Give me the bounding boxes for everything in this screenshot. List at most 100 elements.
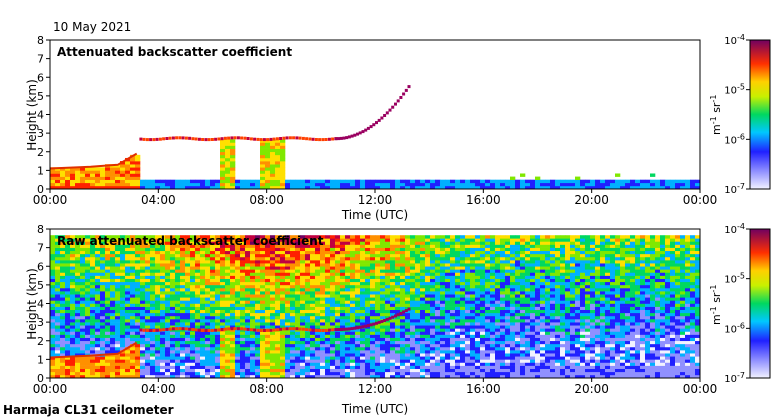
- heatmap-cell: [105, 350, 111, 354]
- heatmap-cell: [490, 303, 496, 307]
- heatmap-cell: [465, 315, 471, 320]
- heatmap-cell: [270, 350, 276, 354]
- heatmap-cell: [80, 297, 86, 301]
- heatmap-cell: [300, 343, 306, 348]
- heatmap-cell: [545, 182, 551, 187]
- heatmap-cell: [465, 256, 471, 261]
- heatmap-cell: [105, 359, 111, 363]
- heatmap-cell: [480, 359, 486, 363]
- heatmap-cell: [320, 238, 326, 242]
- heatmap-cell: [300, 319, 306, 323]
- heatmap-cell: [400, 281, 406, 286]
- heatmap-cell: [155, 315, 161, 320]
- heatmap-cell: [65, 374, 71, 379]
- heatmap-cell: [165, 275, 171, 279]
- heatmap-cell: [160, 272, 166, 276]
- heatmap-cell: [60, 291, 66, 295]
- heatmap-cell: [345, 359, 351, 363]
- heatmap-cell: [260, 164, 266, 168]
- heatmap-cell: [475, 315, 481, 320]
- heatmap-cell: [410, 328, 416, 332]
- heatmap-cell: [320, 371, 326, 376]
- heatmap-cell: [140, 359, 146, 363]
- heatmap-cell: [460, 294, 466, 298]
- heatmap-cell: [230, 253, 236, 258]
- heatmap-cell: [85, 278, 91, 283]
- heatmap-cell: [410, 256, 416, 261]
- heatmap-cell: [480, 235, 486, 239]
- heatmap-cell: [370, 350, 376, 354]
- heatmap-cell: [255, 350, 261, 354]
- heatmap-cell: [490, 350, 496, 354]
- heatmap-cell: [475, 182, 481, 187]
- heatmap-cell: [240, 266, 246, 270]
- heatmap-cell: [75, 235, 81, 239]
- heatmap-cell: [125, 161, 131, 165]
- heatmap-cell: [440, 362, 446, 366]
- heatmap-cell: [260, 294, 266, 298]
- heatmap-cell: [50, 325, 56, 329]
- heatmap-cell: [140, 315, 146, 320]
- heatmap-cell: [460, 319, 466, 323]
- rising-layer-mark: [372, 123, 376, 127]
- heatmap-cell: [220, 161, 226, 165]
- heatmap-cell: [435, 309, 441, 314]
- heatmap-cell: [470, 269, 476, 273]
- heatmap-cell: [395, 253, 401, 258]
- heatmap-cell: [395, 291, 401, 295]
- heatmap-cell: [460, 179, 466, 184]
- heatmap-cell: [160, 291, 166, 295]
- heatmap-cell: [110, 247, 116, 252]
- heatmap-cell: [115, 263, 121, 267]
- heatmap-cell: [185, 343, 191, 348]
- heatmap-cell: [145, 319, 151, 323]
- heatmap-cell: [325, 350, 331, 354]
- heatmap-cell: [320, 185, 326, 190]
- heatmap-cell: [365, 306, 371, 310]
- heatmap-cell: [490, 297, 496, 301]
- heatmap-cell: [255, 325, 261, 329]
- heatmap-cell: [235, 300, 241, 304]
- heatmap-cell: [60, 359, 66, 363]
- heatmap-cell: [60, 300, 66, 304]
- heatmap-cell: [205, 294, 211, 298]
- heatmap-cell: [120, 244, 126, 248]
- heatmap-cell: [275, 235, 281, 239]
- heatmap-cell: [110, 343, 116, 348]
- heatmap-cell: [330, 294, 336, 298]
- heatmap-cell: [115, 306, 121, 310]
- heatmap-cell: [55, 287, 61, 292]
- heatmap-cell: [455, 260, 461, 264]
- heatmap-cell: [225, 151, 231, 156]
- heatmap-cell: [115, 319, 121, 323]
- heatmap-cell: [230, 371, 236, 376]
- heatmap-cell: [325, 294, 331, 298]
- heatmap-cell: [130, 284, 136, 289]
- heatmap-cell: [510, 297, 516, 301]
- heatmap-cell: [475, 371, 481, 376]
- heatmap-cell: [150, 346, 156, 351]
- heatmap-cell: [270, 253, 276, 258]
- heatmap-cell: [300, 331, 306, 335]
- heatmap-cell: [120, 374, 126, 379]
- heatmap-cell: [420, 250, 426, 255]
- heatmap-cell: [95, 176, 101, 180]
- heatmap-cell: [230, 250, 236, 255]
- heatmap-cell: [505, 331, 511, 335]
- heatmap-cell: [150, 263, 156, 267]
- heatmap-cell: [65, 247, 71, 252]
- heatmap-cell: [185, 334, 191, 338]
- heatmap-cell: [110, 272, 116, 276]
- heatmap-cell: [455, 247, 461, 252]
- heatmap-cell: [175, 269, 181, 273]
- heatmap-cell: [355, 284, 361, 289]
- heatmap-cell: [205, 325, 211, 329]
- heatmap-cell: [120, 238, 126, 242]
- heatmap-cell: [195, 340, 201, 345]
- heatmap-cell: [335, 250, 341, 255]
- heatmap-cell: [505, 334, 511, 338]
- heatmap-cell: [440, 278, 446, 283]
- heatmap-cell: [200, 353, 206, 357]
- heatmap-cell: [350, 315, 356, 320]
- heatmap-cell: [120, 312, 126, 317]
